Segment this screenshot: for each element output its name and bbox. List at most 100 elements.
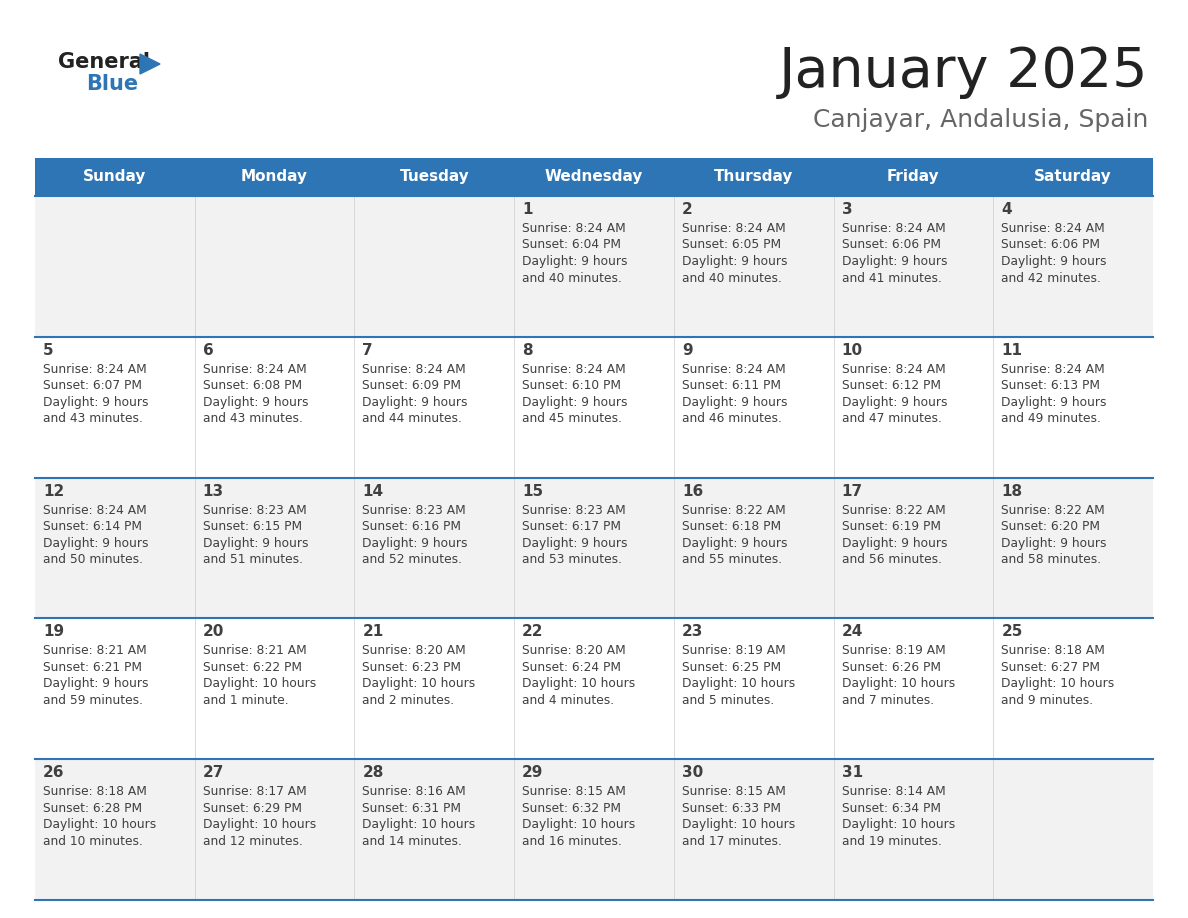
Text: Sunset: 6:08 PM: Sunset: 6:08 PM <box>203 379 302 392</box>
Text: Daylight: 9 hours: Daylight: 9 hours <box>523 396 627 409</box>
Text: and 47 minutes.: and 47 minutes. <box>841 412 941 425</box>
Text: 31: 31 <box>841 766 862 780</box>
Text: Sunrise: 8:24 AM: Sunrise: 8:24 AM <box>1001 222 1105 235</box>
Text: Sunrise: 8:22 AM: Sunrise: 8:22 AM <box>841 504 946 517</box>
Text: Sunrise: 8:19 AM: Sunrise: 8:19 AM <box>841 644 946 657</box>
Text: 24: 24 <box>841 624 862 640</box>
Text: Sunset: 6:11 PM: Sunset: 6:11 PM <box>682 379 781 392</box>
Text: and 16 minutes.: and 16 minutes. <box>523 834 623 847</box>
Text: and 10 minutes.: and 10 minutes. <box>43 834 143 847</box>
Text: Sunrise: 8:23 AM: Sunrise: 8:23 AM <box>523 504 626 517</box>
Text: Daylight: 9 hours: Daylight: 9 hours <box>203 537 308 550</box>
Text: Sunrise: 8:24 AM: Sunrise: 8:24 AM <box>682 363 785 375</box>
Text: and 12 minutes.: and 12 minutes. <box>203 834 303 847</box>
Text: Sunset: 6:23 PM: Sunset: 6:23 PM <box>362 661 461 674</box>
Text: and 49 minutes.: and 49 minutes. <box>1001 412 1101 425</box>
Text: 2: 2 <box>682 202 693 217</box>
Text: Daylight: 9 hours: Daylight: 9 hours <box>523 255 627 268</box>
Text: Daylight: 9 hours: Daylight: 9 hours <box>841 396 947 409</box>
Text: Sunset: 6:05 PM: Sunset: 6:05 PM <box>682 239 781 252</box>
Text: 26: 26 <box>43 766 64 780</box>
Text: Sunset: 6:22 PM: Sunset: 6:22 PM <box>203 661 302 674</box>
Text: Sunset: 6:04 PM: Sunset: 6:04 PM <box>523 239 621 252</box>
Text: Daylight: 10 hours: Daylight: 10 hours <box>203 818 316 831</box>
Text: Daylight: 9 hours: Daylight: 9 hours <box>841 537 947 550</box>
Text: Sunrise: 8:22 AM: Sunrise: 8:22 AM <box>1001 504 1105 517</box>
Text: Sunset: 6:31 PM: Sunset: 6:31 PM <box>362 801 461 814</box>
Text: Daylight: 10 hours: Daylight: 10 hours <box>43 818 157 831</box>
Text: Sunset: 6:17 PM: Sunset: 6:17 PM <box>523 521 621 533</box>
Text: Sunset: 6:12 PM: Sunset: 6:12 PM <box>841 379 941 392</box>
Text: and 41 minutes.: and 41 minutes. <box>841 272 941 285</box>
Text: Sunset: 6:16 PM: Sunset: 6:16 PM <box>362 521 461 533</box>
Text: Daylight: 10 hours: Daylight: 10 hours <box>682 818 795 831</box>
Text: and 42 minutes.: and 42 minutes. <box>1001 272 1101 285</box>
Text: Daylight: 9 hours: Daylight: 9 hours <box>203 396 308 409</box>
Text: Sunset: 6:19 PM: Sunset: 6:19 PM <box>841 521 941 533</box>
Text: 28: 28 <box>362 766 384 780</box>
Text: Sunset: 6:07 PM: Sunset: 6:07 PM <box>43 379 143 392</box>
Text: Wednesday: Wednesday <box>545 170 643 185</box>
Text: 19: 19 <box>43 624 64 640</box>
Text: and 50 minutes.: and 50 minutes. <box>43 554 143 566</box>
Text: Daylight: 9 hours: Daylight: 9 hours <box>1001 255 1107 268</box>
Text: and 45 minutes.: and 45 minutes. <box>523 412 623 425</box>
Text: Daylight: 9 hours: Daylight: 9 hours <box>682 255 788 268</box>
Text: Daylight: 10 hours: Daylight: 10 hours <box>682 677 795 690</box>
Bar <box>674 158 834 196</box>
Text: Thursday: Thursday <box>714 170 794 185</box>
Text: and 58 minutes.: and 58 minutes. <box>1001 554 1101 566</box>
Text: 23: 23 <box>682 624 703 640</box>
Text: Sunrise: 8:21 AM: Sunrise: 8:21 AM <box>43 644 147 657</box>
Text: and 55 minutes.: and 55 minutes. <box>682 554 782 566</box>
Text: 7: 7 <box>362 342 373 358</box>
Text: Sunday: Sunday <box>83 170 146 185</box>
Text: Canjayar, Andalusia, Spain: Canjayar, Andalusia, Spain <box>813 108 1148 132</box>
Text: and 17 minutes.: and 17 minutes. <box>682 834 782 847</box>
Text: and 44 minutes.: and 44 minutes. <box>362 412 462 425</box>
Text: Sunset: 6:28 PM: Sunset: 6:28 PM <box>43 801 143 814</box>
Text: 21: 21 <box>362 624 384 640</box>
Text: Daylight: 9 hours: Daylight: 9 hours <box>362 396 468 409</box>
Text: Sunset: 6:18 PM: Sunset: 6:18 PM <box>682 521 781 533</box>
Bar <box>34 158 195 196</box>
Text: 15: 15 <box>523 484 543 498</box>
Text: January 2025: January 2025 <box>778 45 1148 99</box>
Text: 12: 12 <box>43 484 64 498</box>
Text: 4: 4 <box>1001 202 1012 217</box>
Text: and 46 minutes.: and 46 minutes. <box>682 412 782 425</box>
Text: 1: 1 <box>523 202 532 217</box>
Text: Daylight: 9 hours: Daylight: 9 hours <box>682 396 788 409</box>
Text: and 5 minutes.: and 5 minutes. <box>682 694 775 707</box>
Text: Sunrise: 8:18 AM: Sunrise: 8:18 AM <box>43 785 147 798</box>
Bar <box>34 337 1154 477</box>
Bar <box>34 619 1154 759</box>
Text: and 19 minutes.: and 19 minutes. <box>841 834 941 847</box>
Text: Sunrise: 8:20 AM: Sunrise: 8:20 AM <box>523 644 626 657</box>
Text: and 4 minutes.: and 4 minutes. <box>523 694 614 707</box>
Text: 17: 17 <box>841 484 862 498</box>
Text: 6: 6 <box>203 342 214 358</box>
Text: Daylight: 10 hours: Daylight: 10 hours <box>203 677 316 690</box>
Bar <box>34 196 1154 337</box>
Text: 18: 18 <box>1001 484 1023 498</box>
Text: and 53 minutes.: and 53 minutes. <box>523 554 623 566</box>
Text: 5: 5 <box>43 342 53 358</box>
Text: Sunrise: 8:24 AM: Sunrise: 8:24 AM <box>1001 363 1105 375</box>
Text: Sunset: 6:15 PM: Sunset: 6:15 PM <box>203 521 302 533</box>
Text: Sunset: 6:06 PM: Sunset: 6:06 PM <box>1001 239 1100 252</box>
Text: 30: 30 <box>682 766 703 780</box>
Text: Daylight: 10 hours: Daylight: 10 hours <box>1001 677 1114 690</box>
Bar <box>34 759 1154 900</box>
Text: 25: 25 <box>1001 624 1023 640</box>
Text: Sunset: 6:10 PM: Sunset: 6:10 PM <box>523 379 621 392</box>
Text: Sunset: 6:24 PM: Sunset: 6:24 PM <box>523 661 621 674</box>
Text: 8: 8 <box>523 342 532 358</box>
Text: Daylight: 9 hours: Daylight: 9 hours <box>1001 537 1107 550</box>
Bar <box>993 158 1154 196</box>
Text: and 56 minutes.: and 56 minutes. <box>841 554 942 566</box>
Text: Daylight: 9 hours: Daylight: 9 hours <box>523 537 627 550</box>
Text: Sunrise: 8:24 AM: Sunrise: 8:24 AM <box>523 222 626 235</box>
Text: Daylight: 9 hours: Daylight: 9 hours <box>43 537 148 550</box>
Text: 29: 29 <box>523 766 544 780</box>
